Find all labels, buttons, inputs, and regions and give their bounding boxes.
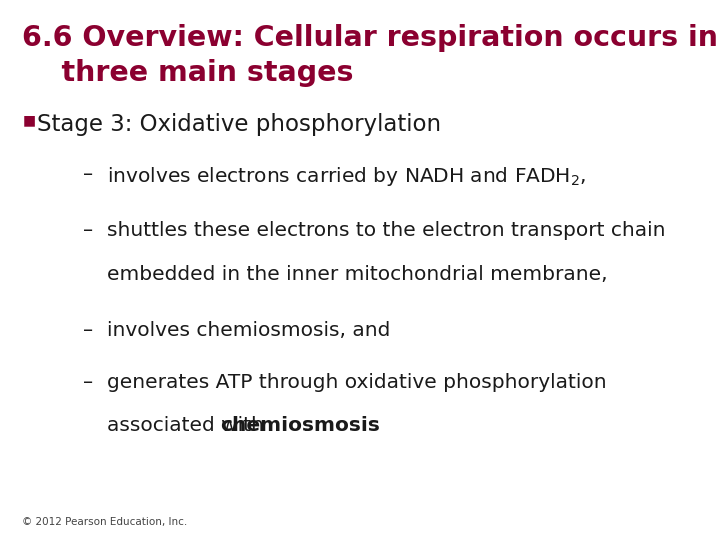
Text: –: – — [83, 165, 93, 184]
Text: 6.6 Overview: Cellular respiration occurs in
    three main stages: 6.6 Overview: Cellular respiration occur… — [22, 24, 718, 87]
Text: involves electrons carried by NADH and FADH$_2$,: involves electrons carried by NADH and F… — [107, 165, 586, 188]
Text: –: – — [83, 373, 93, 392]
Text: –: – — [83, 321, 93, 340]
Text: involves chemiosmosis, and: involves chemiosmosis, and — [107, 321, 390, 340]
Text: –: – — [83, 221, 93, 240]
Text: .: . — [303, 416, 310, 435]
Text: generates ATP through oxidative phosphorylation: generates ATP through oxidative phosphor… — [107, 373, 606, 392]
Text: Stage 3: Oxidative phosphorylation: Stage 3: Oxidative phosphorylation — [37, 113, 441, 137]
Text: associated with: associated with — [107, 416, 270, 435]
Text: chemiosmosis: chemiosmosis — [220, 416, 380, 435]
Text: embedded in the inner mitochondrial membrane,: embedded in the inner mitochondrial memb… — [107, 265, 607, 284]
Text: shuttles these electrons to the electron transport chain: shuttles these electrons to the electron… — [107, 221, 665, 240]
Text: ■: ■ — [23, 113, 36, 127]
Text: © 2012 Pearson Education, Inc.: © 2012 Pearson Education, Inc. — [22, 516, 187, 526]
